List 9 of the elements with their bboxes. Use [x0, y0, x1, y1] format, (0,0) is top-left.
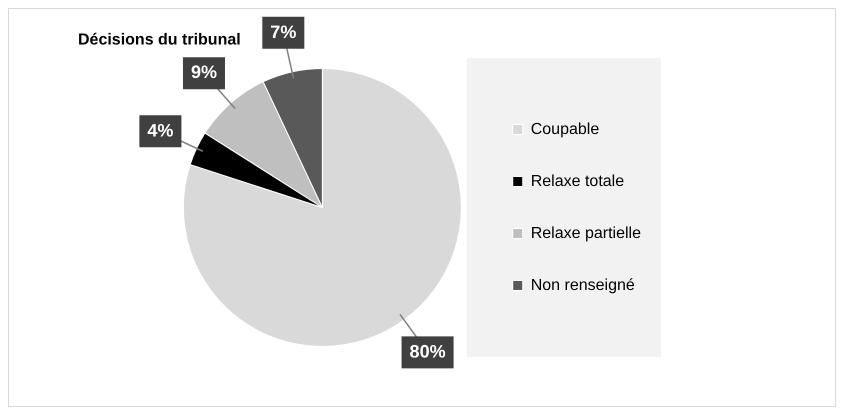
data-label: 80%: [410, 341, 446, 362]
legend-label: Relaxe totale: [530, 172, 624, 190]
data-label: 4%: [147, 120, 174, 140]
data-label: 7%: [270, 22, 296, 42]
data-label: 9%: [190, 62, 217, 82]
legend-label: Non renseigné: [530, 276, 635, 294]
legend-label: Coupable: [530, 120, 600, 138]
chart-title: Décisions du tribunal: [78, 31, 241, 48]
legend-label: Relaxe partielle: [530, 224, 642, 242]
